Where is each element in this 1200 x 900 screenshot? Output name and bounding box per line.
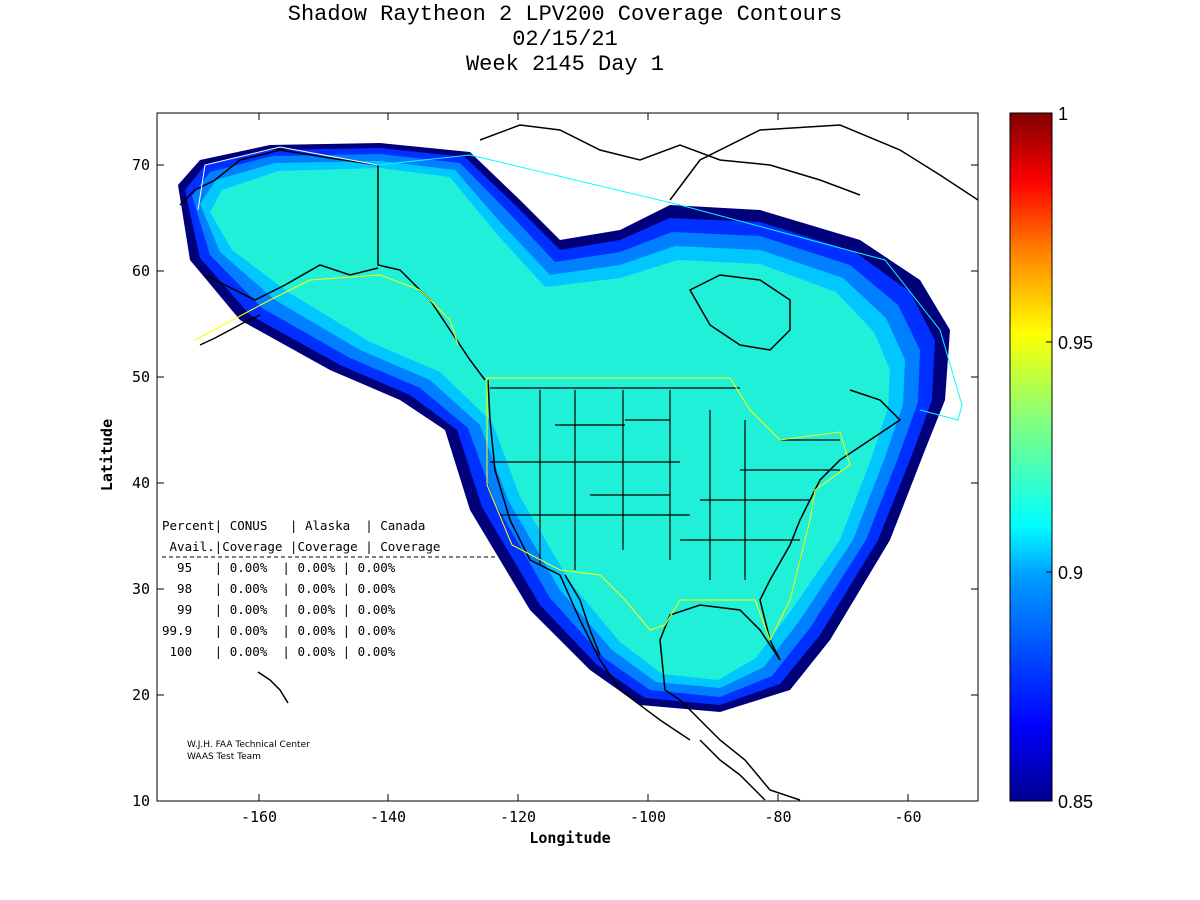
- xtick-label: -60: [894, 808, 921, 826]
- stats-row: 99.9 | 0.00% | 0.00% | 0.00%: [162, 623, 396, 638]
- ytick-label: 50: [132, 368, 150, 386]
- colorbar-label: 1: [1058, 104, 1068, 124]
- hudson-bay: [688, 274, 791, 351]
- chart-date: 02/15/21: [512, 27, 618, 52]
- us-state-borders: [490, 387, 840, 580]
- conus-boundary: [486, 377, 851, 642]
- ytick-label: 70: [132, 156, 150, 174]
- greenland: [669, 124, 978, 201]
- gulf-coast: [659, 604, 801, 801]
- chart-week-day: Week 2145 Day 1: [465, 52, 665, 77]
- alaska-south-coast: [204, 264, 379, 301]
- arctic-islands: [479, 124, 861, 196]
- coverage-band-core: [210, 168, 890, 680]
- axis-ticks: [157, 113, 978, 802]
- region-boundaries: [194, 146, 963, 642]
- ytick-label: 40: [132, 474, 150, 492]
- ytick-label: 60: [132, 262, 150, 280]
- stats-row: 95 | 0.00% | 0.00% | 0.00%: [162, 560, 396, 575]
- stats-row: 98 | 0.00% | 0.00% | 0.00%: [162, 581, 396, 596]
- colorbar-label: 0.9: [1058, 563, 1083, 583]
- xtick-label: -80: [764, 808, 791, 826]
- aleutian-islands: [199, 314, 261, 346]
- baja-california: [564, 574, 601, 656]
- credit-line-1: W.J.H. FAA Technical Center: [187, 740, 310, 750]
- canada-boundary: [377, 154, 963, 421]
- credits: W.J.H. FAA Technical Center WAAS Test Te…: [187, 740, 310, 762]
- xtick-label: -140: [370, 808, 406, 826]
- xtick-label: -160: [241, 808, 277, 826]
- colorbar-label: 0.85: [1058, 792, 1093, 812]
- stats-header-1: Percent| CONUS | Alaska | Canada: [162, 518, 425, 533]
- ytick-label: 30: [132, 580, 150, 598]
- stats-row: 99 | 0.00% | 0.00% | 0.00%: [162, 602, 396, 617]
- ytick-label: 10: [132, 792, 150, 810]
- colorbar: [1009, 112, 1053, 802]
- ytick-label: 20: [132, 686, 150, 704]
- alaska-boundary-south: [194, 274, 459, 346]
- x-axis-title: Longitude: [529, 829, 610, 847]
- stats-header-2: Avail.|Coverage |Coverage | Coverage: [162, 539, 440, 554]
- credit-line-2: WAAS Test Team: [187, 752, 261, 762]
- y-axis-title: Latitude: [98, 419, 116, 491]
- central-america: [699, 739, 766, 801]
- stats-row: 100 | 0.00% | 0.00% | 0.00%: [162, 644, 396, 659]
- coverage-stats-table: Percent| CONUS | Alaska | Canada Avail.|…: [162, 518, 495, 659]
- alaska-boundary-north: [197, 146, 379, 211]
- chart-title: Shadow Raytheon 2 LPV200 Coverage Contou…: [287, 2, 843, 27]
- colorbar-label: 0.95: [1058, 333, 1093, 353]
- hawaii: [257, 671, 289, 704]
- xtick-label: -100: [630, 808, 666, 826]
- west-coast: [487, 379, 691, 741]
- xtick-label: -120: [500, 808, 536, 826]
- colorbar-ticks: [1046, 112, 1052, 802]
